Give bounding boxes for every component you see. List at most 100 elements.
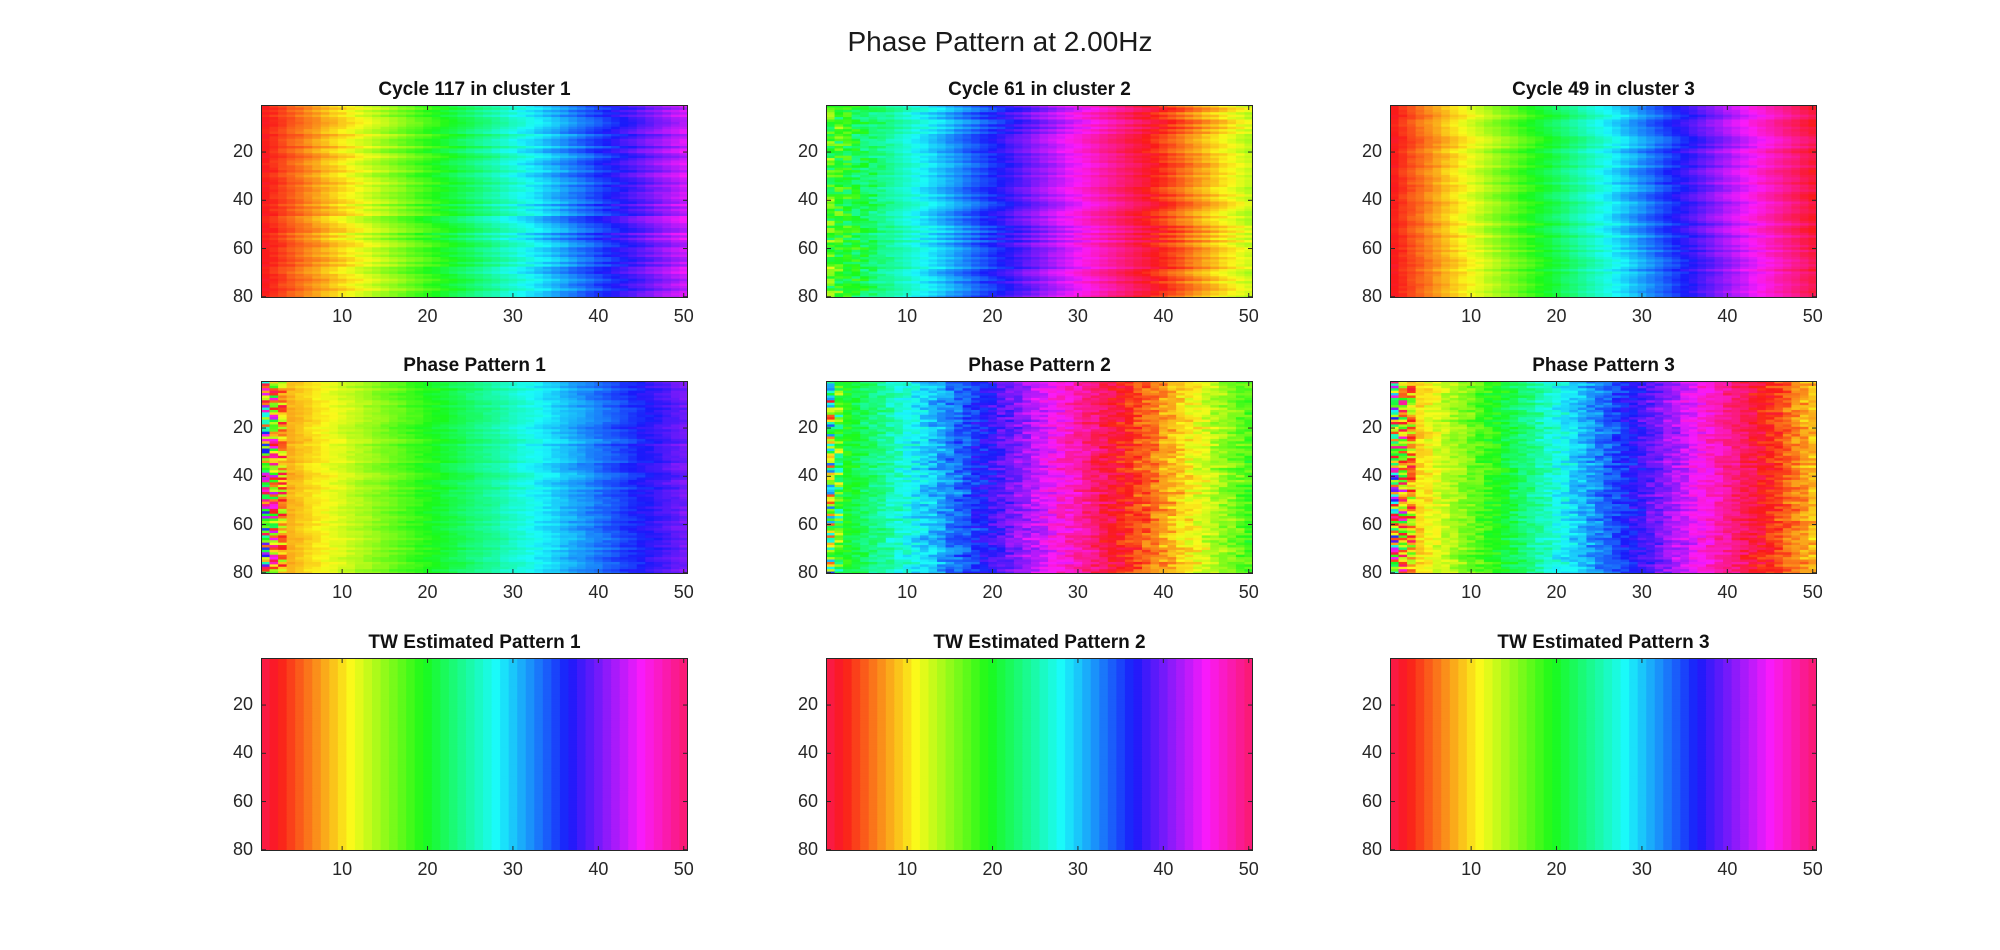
- heatmap-cell: [278, 252, 288, 256]
- heatmap-cell: [261, 220, 271, 224]
- heatmap-cell: [534, 283, 544, 287]
- heatmap-cell: [1082, 143, 1092, 147]
- heatmap-cell: [337, 269, 347, 273]
- heatmap-cell: [971, 114, 981, 118]
- heatmap-cell: [303, 271, 313, 275]
- heatmap-cell: [962, 148, 972, 152]
- heatmap-cell: [286, 208, 296, 212]
- heatmap-cell: [440, 273, 450, 277]
- heatmap-cell: [542, 124, 552, 128]
- heatmap-cell: [653, 136, 663, 140]
- heatmap-cell: [525, 133, 535, 137]
- heatmap-cell: [372, 129, 382, 133]
- heatmap-cell: [1005, 141, 1015, 145]
- heatmap-cell: [491, 215, 501, 219]
- heatmap-cell: [585, 119, 595, 123]
- heatmap-cell: [1167, 148, 1177, 152]
- heatmap-cell: [1235, 136, 1246, 140]
- heatmap-cell: [611, 174, 621, 178]
- heatmap-cell: [1218, 107, 1228, 111]
- heatmap-cell: [440, 261, 450, 265]
- heatmap-cell: [278, 266, 288, 270]
- heatmap-cell: [329, 124, 339, 128]
- heatmap-cell: [628, 276, 638, 280]
- heatmap-cell: [636, 167, 646, 171]
- heatmap-cell: [653, 237, 663, 241]
- heatmap-cell: [448, 182, 459, 186]
- heatmap-cell: [628, 232, 638, 236]
- heatmap-cell: [568, 242, 578, 246]
- heatmap-cell: [576, 215, 587, 219]
- heatmap-cell: [423, 167, 433, 171]
- heatmap-cell: [996, 112, 1006, 116]
- heatmap-cell: [568, 213, 578, 217]
- heatmap-cell: [971, 138, 981, 142]
- heatmap-cell: [559, 247, 570, 251]
- heatmap-cell: [542, 271, 552, 275]
- heatmap-cell: [372, 160, 382, 164]
- heatmap-cell: [559, 158, 570, 162]
- heatmap-cell: [354, 261, 365, 265]
- heatmap-cell: [628, 249, 638, 253]
- heatmap-cell: [372, 213, 382, 217]
- heatmap-cell: [636, 160, 646, 164]
- heatmap-cell: [1159, 117, 1169, 121]
- heatmap-cell: [329, 252, 339, 256]
- heatmap-cell: [354, 240, 365, 244]
- heatmap-cell: [346, 266, 356, 270]
- heatmap-cell: [500, 208, 510, 212]
- heatmap-cell: [491, 295, 501, 298]
- heatmap-cell: [551, 285, 561, 289]
- heatmap-cell: [363, 117, 373, 121]
- heatmap-cell: [619, 162, 629, 166]
- heatmap-cell: [636, 269, 646, 273]
- heatmap-cell: [363, 237, 373, 241]
- heatmap-cell: [346, 172, 356, 176]
- heatmap-cell: [602, 242, 612, 246]
- heatmap-cell: [423, 249, 433, 253]
- heatmap-cell: [465, 259, 476, 263]
- heatmap-cell: [431, 143, 441, 147]
- heatmap-cell: [611, 237, 621, 241]
- heatmap-cell: [508, 143, 518, 147]
- heatmap-cell: [551, 179, 561, 183]
- heatmap-cell: [457, 232, 467, 236]
- heatmap-cell: [346, 131, 356, 135]
- heatmap-cell: [457, 167, 467, 171]
- heatmap-cell: [619, 237, 629, 241]
- heatmap-cell: [320, 249, 330, 253]
- heatmap-cell: [346, 196, 356, 200]
- heatmap-cell: [611, 220, 621, 224]
- heatmap-cell: [594, 153, 604, 157]
- heatmap-cell: [269, 196, 279, 200]
- heatmap-cell: [679, 240, 688, 244]
- heatmap-cell: [894, 133, 904, 137]
- heatmap-cell: [611, 160, 621, 164]
- heatmap-cell: [962, 138, 972, 142]
- heatmap-cell: [928, 109, 938, 113]
- heatmap-cell: [303, 259, 313, 263]
- heatmap-cell: [1235, 124, 1246, 128]
- heatmap-cell: [559, 230, 570, 234]
- heatmap-cell: [329, 273, 339, 277]
- heatmap-cell: [491, 160, 501, 164]
- heatmap-cell: [517, 126, 527, 130]
- heatmap-cell: [423, 288, 433, 292]
- heatmap-cell: [354, 158, 365, 162]
- heatmap-cell: [278, 112, 288, 116]
- heatmap-cell: [483, 295, 493, 298]
- heatmap-cell: [559, 129, 570, 133]
- heatmap-cell: [1210, 117, 1220, 121]
- heatmap-cell: [508, 194, 518, 198]
- heatmap-cell: [278, 285, 288, 289]
- heatmap-cell: [559, 281, 570, 285]
- heatmap-cell: [483, 121, 493, 125]
- heatmap-cell: [1193, 114, 1203, 118]
- heatmap-cell: [559, 254, 570, 258]
- heatmap-cell: [286, 112, 296, 116]
- heatmap-cell: [278, 261, 288, 265]
- heatmap-cell: [954, 136, 964, 140]
- heatmap-cell: [954, 143, 964, 147]
- heatmap-cell: [448, 143, 459, 147]
- heatmap-cell: [1022, 124, 1032, 128]
